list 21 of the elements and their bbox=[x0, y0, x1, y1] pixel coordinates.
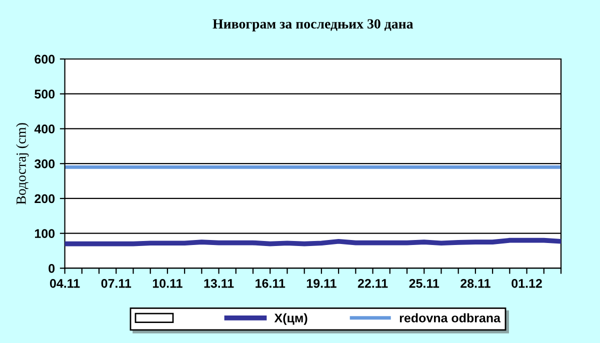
x-tick-label: 28.11 bbox=[460, 278, 490, 288]
chart-title: Нивограм за последњих 30 дана bbox=[212, 19, 414, 32]
x-tick-label: 04.11 bbox=[50, 278, 80, 288]
y-axis-title: Водостај (cm) bbox=[16, 123, 29, 204]
x-tick-label: 25.11 bbox=[409, 278, 440, 288]
x-tick-label: 01.12 bbox=[512, 278, 542, 288]
y-tick-label: 400 bbox=[34, 124, 55, 134]
y-tick-label: 300 bbox=[34, 159, 55, 168]
legend-label: redovna odbrana bbox=[400, 313, 501, 322]
x-tick-label: 10.11 bbox=[152, 278, 182, 288]
y-tick-label: 500 bbox=[34, 90, 55, 99]
x-tick-label: 13.11 bbox=[204, 278, 234, 288]
x-tick-label: 22.11 bbox=[358, 278, 388, 288]
x-tick-label: 19.11 bbox=[306, 278, 336, 288]
y-tick-label: 100 bbox=[35, 229, 55, 238]
x-tick-label: 07.11 bbox=[101, 278, 132, 288]
y-tick-label: 0 bbox=[48, 264, 55, 273]
legend-label: X(цм) bbox=[274, 313, 308, 325]
y-tick-label: 200 bbox=[34, 194, 55, 204]
y-tick-label: 600 bbox=[34, 54, 55, 64]
x-tick-label: 16.11 bbox=[256, 278, 286, 288]
